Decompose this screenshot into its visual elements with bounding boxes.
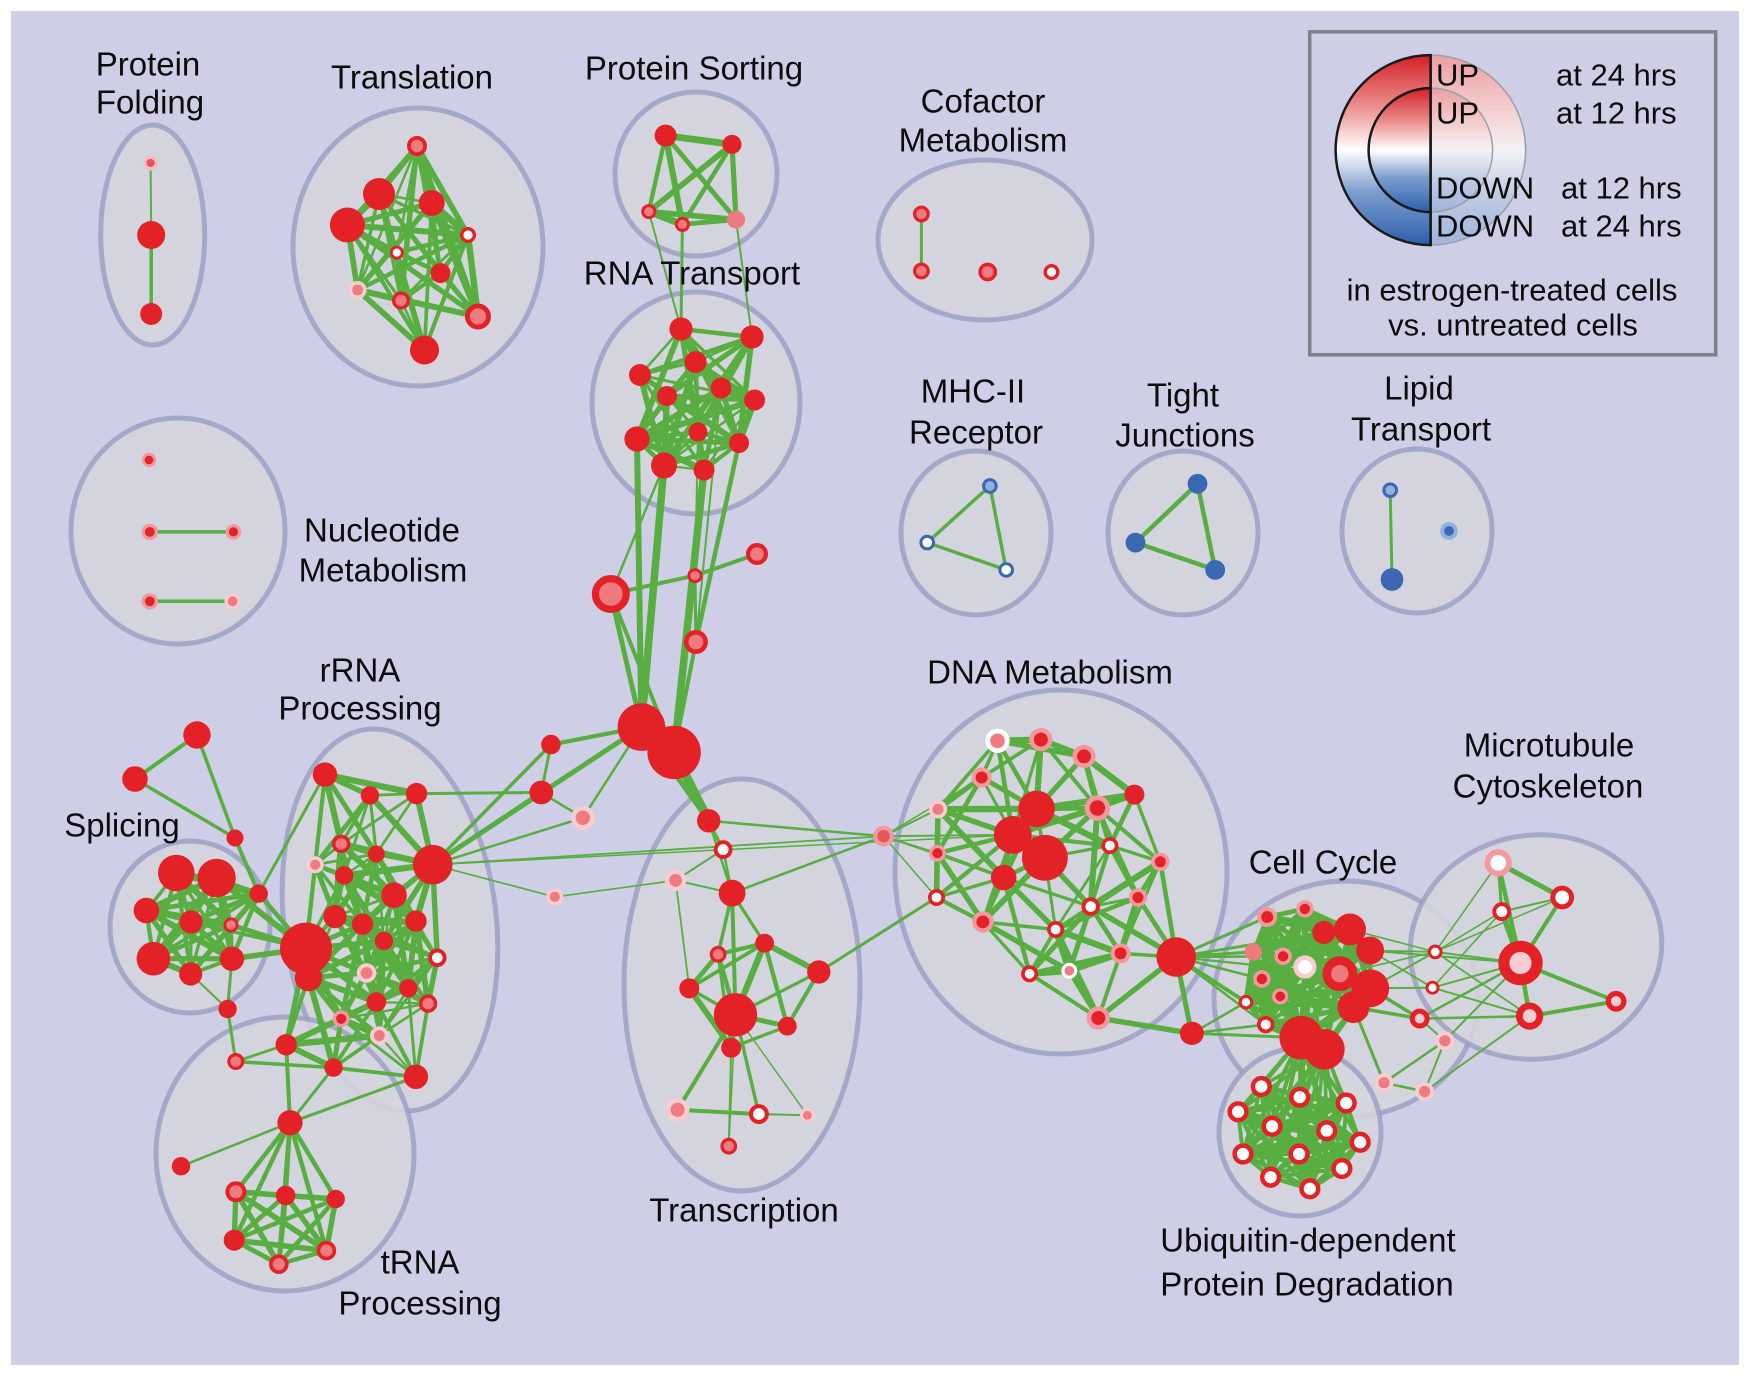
svg-text:at 12 hrs: at 12 hrs (1556, 96, 1677, 131)
svg-text:MHC-II: MHC-II (921, 373, 1025, 410)
svg-text:Microtubule: Microtubule (1464, 727, 1635, 764)
svg-text:Folding: Folding (96, 84, 204, 121)
svg-text:Protein: Protein (96, 46, 201, 83)
svg-text:Transport: Transport (1351, 411, 1491, 448)
svg-text:Protein Sorting: Protein Sorting (585, 50, 803, 87)
svg-text:UP: UP (1436, 58, 1479, 93)
svg-text:rRNA: rRNA (320, 652, 401, 689)
svg-text:at 12 hrs: at 12 hrs (1561, 171, 1682, 206)
svg-text:Nucleotide: Nucleotide (304, 512, 460, 549)
svg-text:Ubiquitin-dependent: Ubiquitin-dependent (1160, 1222, 1455, 1259)
svg-text:Junctions: Junctions (1115, 417, 1254, 454)
svg-text:vs. untreated cells: vs. untreated cells (1388, 308, 1638, 343)
svg-text:Cytoskeleton: Cytoskeleton (1453, 768, 1644, 805)
svg-text:DOWN: DOWN (1436, 209, 1534, 244)
svg-text:Processing: Processing (338, 1285, 501, 1322)
svg-text:Cofactor: Cofactor (921, 83, 1046, 120)
svg-text:Protein Degradation: Protein Degradation (1160, 1266, 1454, 1303)
svg-text:Metabolism: Metabolism (299, 552, 468, 589)
svg-text:Lipid: Lipid (1384, 370, 1454, 407)
svg-text:Metabolism: Metabolism (899, 122, 1068, 159)
svg-text:Cell Cycle: Cell Cycle (1249, 844, 1398, 881)
svg-text:DOWN: DOWN (1436, 171, 1534, 206)
svg-text:Receptor: Receptor (909, 414, 1043, 451)
svg-text:at 24 hrs: at 24 hrs (1556, 58, 1677, 93)
svg-text:Splicing: Splicing (64, 807, 180, 844)
svg-text:Processing: Processing (278, 690, 441, 727)
svg-text:tRNA: tRNA (381, 1244, 460, 1281)
svg-text:Tight: Tight (1147, 377, 1219, 414)
svg-text:at 24 hrs: at 24 hrs (1561, 209, 1682, 244)
svg-text:Translation: Translation (331, 59, 493, 96)
svg-text:RNA Transport: RNA Transport (584, 255, 800, 292)
svg-text:DNA Metabolism: DNA Metabolism (927, 654, 1173, 691)
svg-text:in estrogen-treated cells: in estrogen-treated cells (1347, 273, 1678, 308)
svg-text:Transcription: Transcription (649, 1192, 839, 1229)
svg-text:UP: UP (1436, 96, 1479, 131)
